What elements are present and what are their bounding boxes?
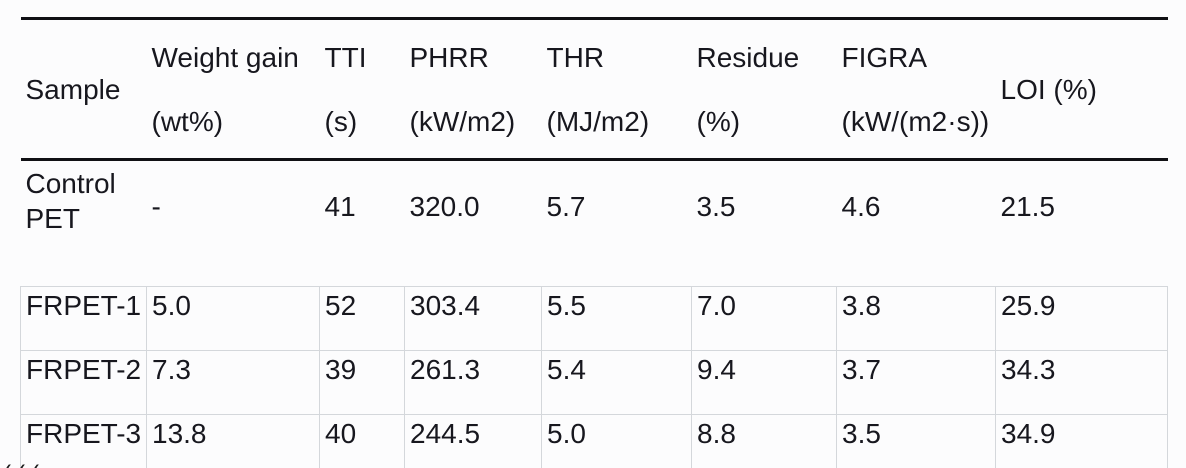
column-header-unit: (wt%): [151, 105, 224, 137]
cell-sample: Control PET: [20, 159, 147, 287]
cell-phrr: 320.0: [404, 159, 542, 287]
table-body: Control PET - 41 320.0 5.7 3.5 4.6 21.5 …: [20, 159, 1168, 468]
column-header-figra: FIGRA (kW/(m2·s)): [836, 18, 996, 161]
cell-loi: 34.3: [995, 350, 1168, 415]
cell-tti: 40: [319, 414, 405, 468]
cell-weight-gain: 7.3: [146, 350, 320, 415]
column-header-weight-gain: Weight gain (wt%): [146, 18, 320, 161]
column-header-label: TTI: [324, 41, 367, 73]
column-header-phrr: PHRR (kW/m2): [404, 18, 542, 161]
column-header-label: Sample: [25, 73, 121, 105]
cell-sample: FRPET-1: [20, 286, 147, 351]
column-header-label: Weight gain: [151, 41, 299, 73]
cell-residue: 7.0: [691, 286, 837, 351]
column-header-unit: (s): [324, 105, 358, 137]
column-header-residue: Residue (%): [691, 18, 837, 161]
column-header-label: THR: [546, 41, 605, 73]
table-row-frpet-3: FRPET-3 13.8 40 244.5 5.0 8.8 3.5 34.9: [20, 414, 1168, 468]
cell-figra: 4.6: [836, 159, 996, 287]
cell-thr: 5.7: [541, 159, 692, 287]
cell-weight-gain: 13.8: [146, 414, 320, 468]
cell-loi: 25.9: [995, 286, 1168, 351]
cell-thr: 5.4: [541, 350, 692, 415]
clipped-bottom-text: (((: [3, 461, 73, 468]
table-row-control-pet: Control PET - 41 320.0 5.7 3.5 4.6 21.5: [20, 159, 1168, 287]
cell-tti: 39: [319, 350, 405, 415]
cell-weight-gain: -: [146, 159, 320, 287]
cell-tti: 52: [319, 286, 405, 351]
flammability-table: Sample Weight gain (wt%) TTI (s): [20, 17, 1168, 468]
cell-phrr: 303.4: [404, 286, 542, 351]
header-row: Sample Weight gain (wt%) TTI (s): [20, 18, 1168, 161]
cell-figra: 3.7: [836, 350, 996, 415]
cell-sample: FRPET-3: [20, 414, 147, 468]
table-row-frpet-2: FRPET-2 7.3 39 261.3 5.4 9.4 3.7 34.3: [20, 350, 1168, 415]
cell-loi: 21.5: [995, 159, 1168, 287]
column-header-unit: (%): [696, 105, 741, 137]
cell-phrr: 261.3: [404, 350, 542, 415]
column-header-loi: LOI (%): [995, 18, 1168, 161]
column-header-label: Residue: [696, 41, 800, 73]
column-header-unit: (MJ/m2): [546, 105, 650, 137]
cell-weight-gain: 5.0: [146, 286, 320, 351]
cell-thr: 5.0: [541, 414, 692, 468]
column-header-label: PHRR: [409, 41, 489, 73]
cell-thr: 5.5: [541, 286, 692, 351]
column-header-label: FIGRA: [841, 41, 928, 73]
cell-phrr: 244.5: [404, 414, 542, 468]
cell-figra: 3.5: [836, 414, 996, 468]
cell-residue: 3.5: [691, 159, 837, 287]
column-header-thr: THR (MJ/m2): [541, 18, 692, 161]
cell-loi: 34.9: [995, 414, 1168, 468]
table-row-frpet-1: FRPET-1 5.0 52 303.4 5.5 7.0 3.8 25.9: [20, 286, 1168, 351]
cell-sample: FRPET-2: [20, 350, 147, 415]
column-header-unit: (kW/(m2·s)): [841, 105, 990, 137]
cell-figra: 3.8: [836, 286, 996, 351]
cell-residue: 9.4: [691, 350, 837, 415]
column-header-sample: Sample: [20, 18, 147, 161]
table-header: Sample Weight gain (wt%) TTI (s): [20, 18, 1168, 161]
column-header-tti: TTI (s): [319, 18, 405, 161]
cell-tti: 41: [319, 159, 405, 287]
cell-residue: 8.8: [691, 414, 837, 468]
column-header-label: LOI (%): [1000, 73, 1097, 105]
column-header-unit: (kW/m2): [409, 105, 516, 137]
